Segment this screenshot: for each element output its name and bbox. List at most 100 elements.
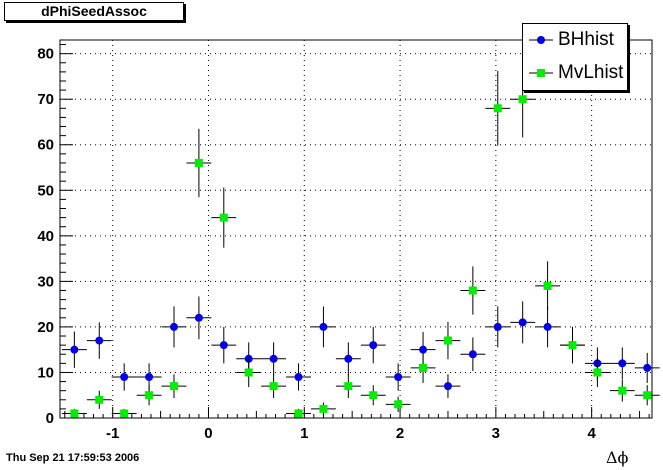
- marker-square: [269, 382, 278, 391]
- data-point-bhhist: [385, 363, 411, 391]
- data-point-mvlhist: [385, 396, 411, 413]
- y-tick-label: 40: [37, 228, 54, 245]
- marker-square: [294, 409, 303, 418]
- marker-circle: [95, 336, 104, 345]
- x-tick-label: 0: [204, 425, 212, 442]
- legend-marker-circle-icon: [529, 36, 553, 44]
- data-point-bhhist: [485, 306, 511, 348]
- marker-circle: [269, 354, 278, 363]
- data-point-bhhist: [186, 296, 212, 340]
- data-point-mvlhist: [609, 379, 635, 402]
- marker-square: [618, 386, 627, 395]
- plot-frame: [59, 39, 653, 419]
- data-point-bhhist: [261, 342, 287, 376]
- y-tick-label: 70: [37, 91, 54, 108]
- marker-circle: [369, 341, 378, 350]
- marker-square: [493, 104, 502, 113]
- data-point-bhhist: [286, 363, 311, 391]
- data-point-mvlhist: [535, 261, 561, 311]
- x-tick-label: 4: [587, 425, 596, 442]
- marker-square: [169, 382, 178, 391]
- legend-label-mvlhist: MvLhist: [558, 62, 624, 83]
- data-point-mvlhist: [435, 321, 461, 360]
- y-tick-label: 60: [37, 137, 54, 154]
- marker-circle: [419, 345, 428, 354]
- data-point-mvlhist: [360, 385, 386, 406]
- marker-square: [244, 368, 253, 377]
- data-point-mvlhist: [61, 408, 87, 418]
- data-point-bhhist: [535, 306, 561, 348]
- marker-square: [443, 336, 452, 345]
- legend-label-bhhist: BHhist: [558, 29, 614, 50]
- data-point-mvlhist: [211, 187, 237, 248]
- marker-square: [219, 213, 228, 222]
- marker-square: [543, 281, 552, 290]
- marker-square: [194, 158, 203, 167]
- data-point-mvlhist: [560, 326, 585, 364]
- data-point-mvlhist: [186, 128, 212, 198]
- data-point-bhhist: [61, 331, 87, 368]
- marker-circle: [294, 373, 303, 382]
- marker-circle: [70, 345, 79, 354]
- data-point-mvlhist: [236, 357, 262, 388]
- marker-square: [468, 286, 477, 295]
- marker-square: [120, 409, 129, 418]
- data-point-mvlhist: [136, 385, 162, 406]
- grid: [60, 40, 652, 418]
- marker-square: [568, 341, 577, 350]
- marker-circle: [344, 354, 353, 363]
- x-tick-label: 1: [300, 425, 308, 442]
- data-point-bhhist: [460, 337, 486, 372]
- data-point-mvlhist: [335, 374, 361, 398]
- marker-circle: [543, 322, 552, 331]
- data-point-mvlhist: [410, 352, 436, 383]
- timestamp: Thu Sep 21 17:59:53 2006: [6, 452, 140, 464]
- data-point-bhhist: [111, 363, 137, 391]
- x-tick-label: 2: [396, 425, 404, 442]
- data-point-bhhist: [211, 326, 237, 364]
- y-tick-label: 50: [37, 182, 54, 199]
- data-point-bhhist: [86, 322, 112, 359]
- legend-entry-bhhist: BHhist: [523, 26, 627, 56]
- data-point-mvlhist: [634, 385, 660, 406]
- data-point-bhhist: [435, 374, 461, 398]
- data-point-mvlhist: [460, 266, 486, 315]
- data-point-bhhist: [335, 342, 361, 376]
- marker-circle: [194, 313, 203, 322]
- data-point-bhhist: [510, 301, 536, 344]
- data-point-mvlhist: [261, 374, 287, 398]
- data-point-mvlhist: [161, 374, 187, 398]
- y-tick-label: 30: [37, 273, 54, 290]
- marker-circle: [468, 350, 477, 359]
- marker-circle: [394, 373, 403, 382]
- legend-marker-square-icon: [529, 69, 553, 77]
- marker-square: [518, 95, 527, 104]
- x-axis-label: Δϕ: [606, 448, 629, 467]
- marker-circle: [219, 341, 228, 350]
- data-points: [61, 60, 660, 418]
- y-tick-label: 10: [37, 364, 54, 381]
- y-tick-label: 80: [37, 46, 54, 63]
- marker-circle: [169, 322, 178, 331]
- data-point-mvlhist: [86, 390, 112, 409]
- marker-circle: [443, 382, 452, 391]
- x-tick-label: 3: [492, 425, 500, 442]
- marker-square: [319, 404, 328, 413]
- data-point-bhhist: [634, 352, 660, 383]
- marker-square: [419, 363, 428, 372]
- data-point-bhhist: [609, 347, 635, 380]
- x-tick-label: -1: [106, 425, 119, 442]
- marker-square: [95, 395, 104, 404]
- data-point-mvlhist: [286, 408, 311, 418]
- marker-circle: [319, 322, 328, 331]
- marker-square: [70, 409, 79, 418]
- marker-circle: [643, 363, 652, 372]
- marker-square: [344, 382, 353, 391]
- marker-square: [369, 391, 378, 400]
- marker-circle: [493, 322, 502, 331]
- data-point-bhhist: [161, 306, 187, 348]
- marker-square: [394, 400, 403, 409]
